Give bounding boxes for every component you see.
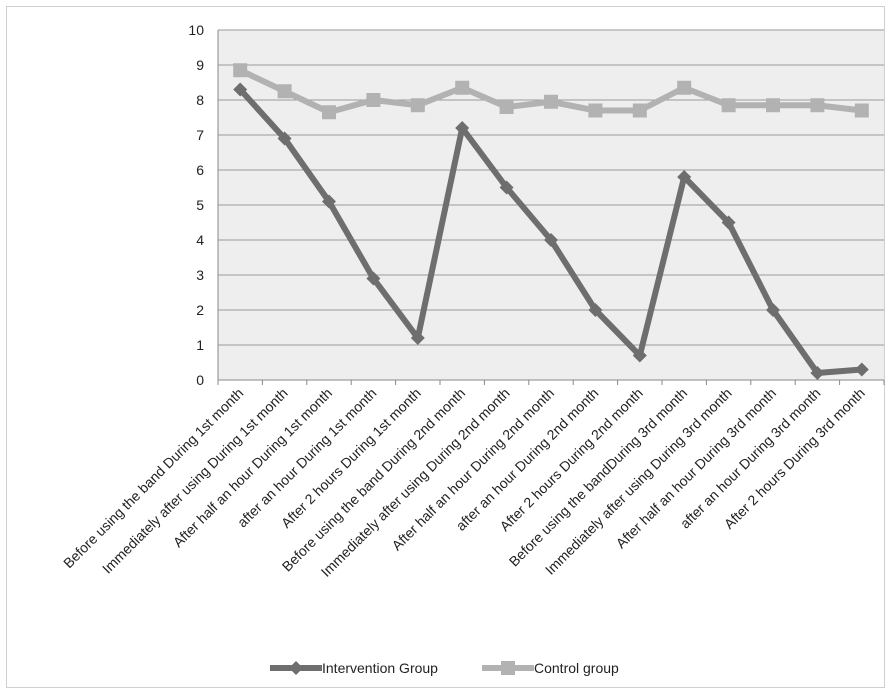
- y-tick-label-6: 6: [196, 162, 204, 178]
- point-control-group-0: [233, 63, 248, 78]
- point-control-group-13: [810, 98, 825, 113]
- y-tick-label-10: 10: [188, 22, 204, 38]
- point-control-group-11: [721, 98, 736, 113]
- point-control-group-6: [499, 100, 514, 114]
- y-tick-label-8: 8: [196, 92, 204, 108]
- point-control-group-9: [632, 103, 647, 118]
- y-tick-label-9: 9: [196, 57, 204, 73]
- x-category-label-0: Before using the band During 1st month: [60, 385, 246, 571]
- point-control-group-14: [854, 103, 869, 118]
- legend-label-control-group: Control group: [534, 660, 619, 676]
- point-intervention-group-11: [721, 215, 736, 230]
- point-control-group-4: [410, 98, 425, 113]
- point-intervention-group-12: [766, 303, 780, 317]
- point-control-group-12: [766, 98, 780, 113]
- point-intervention-group-8: [588, 303, 603, 317]
- point-control-group-2: [322, 105, 336, 120]
- point-control-group-3: [366, 93, 381, 107]
- y-tick-label-2: 2: [196, 302, 204, 318]
- legend-marker-intervention-group: [289, 661, 303, 675]
- point-control-group-10: [677, 80, 692, 95]
- legend-label-intervention-group: Intervention Group: [322, 660, 438, 676]
- point-control-group-1: [277, 84, 292, 99]
- point-control-group-7: [544, 94, 558, 109]
- y-tick-label-0: 0: [196, 372, 204, 388]
- legend-marker-control-group: [501, 661, 515, 675]
- point-control-group-8: [588, 103, 603, 118]
- point-intervention-group-1: [277, 131, 292, 146]
- x-category-label-2: After half an hour During 1st month: [170, 385, 335, 550]
- x-category-label-7: After half an hour During 2nd month: [388, 385, 557, 554]
- y-tick-label-7: 7: [196, 127, 204, 143]
- point-intervention-group-7: [544, 233, 558, 247]
- point-control-group-5: [455, 80, 470, 95]
- x-category-label-12: After half an hour During 3rd month: [613, 385, 780, 552]
- point-intervention-group-0: [233, 82, 248, 97]
- y-tick-label-1: 1: [196, 337, 204, 353]
- y-tick-label-5: 5: [196, 197, 204, 213]
- point-intervention-group-9: [632, 348, 647, 363]
- point-intervention-group-6: [499, 180, 514, 195]
- point-intervention-group-5: [455, 121, 470, 135]
- point-intervention-group-10: [677, 170, 692, 184]
- point-intervention-group-13: [810, 366, 825, 380]
- y-tick-label-3: 3: [196, 267, 204, 283]
- y-tick-label-4: 4: [196, 232, 204, 248]
- x-category-label-1: Immediately after using During 1st month: [99, 385, 291, 577]
- point-intervention-group-2: [322, 194, 336, 209]
- point-intervention-group-14: [854, 362, 869, 377]
- point-intervention-group-4: [410, 331, 425, 345]
- point-intervention-group-3: [366, 271, 381, 286]
